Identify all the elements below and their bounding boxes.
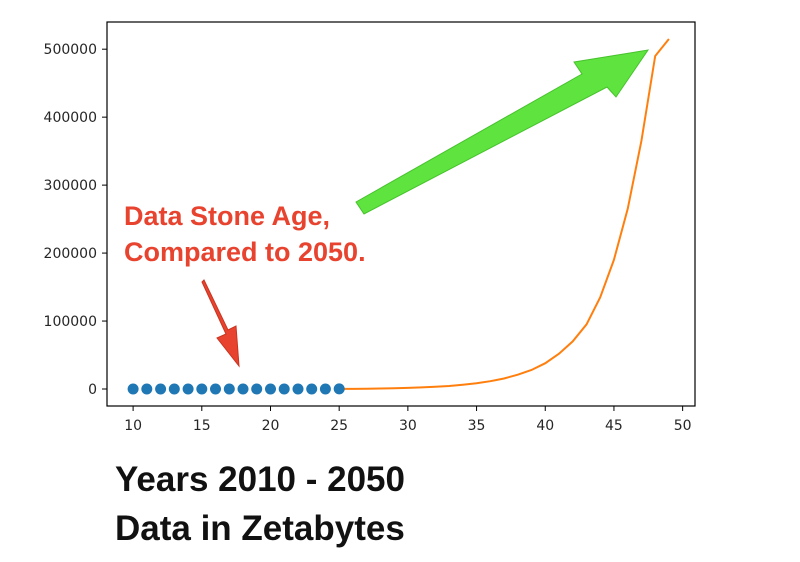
scatter-point — [306, 383, 318, 395]
x-tick-label: 30 — [399, 418, 417, 434]
y-tick-label: 300000 — [44, 178, 97, 194]
scatter-point — [333, 383, 345, 395]
x-tick-label: 15 — [193, 418, 211, 434]
scatter-point — [182, 383, 194, 395]
axes: 10 15 20 25 30 35 40 45 50 0 100000 200000 300000 400… — [44, 21, 696, 434]
scatter-point — [278, 383, 290, 395]
scatter-point — [168, 383, 180, 395]
plot-area — [127, 38, 670, 395]
x-tick-label: 10 — [124, 418, 142, 434]
x-tick-label: 20 — [262, 418, 280, 434]
scatter-point — [223, 383, 235, 395]
x-tick-label: 25 — [330, 418, 348, 434]
x-tick-label: 45 — [605, 418, 623, 434]
caption-units: Data in Zetabytes — [115, 509, 405, 548]
y-tick-label: 500000 — [44, 42, 97, 58]
x-tick-label: 40 — [536, 418, 554, 434]
scatter-point — [127, 383, 139, 395]
y-tick-label: 400000 — [44, 110, 97, 126]
scatter-point — [265, 383, 276, 395]
scatter-point — [292, 383, 304, 395]
x-tick-label: 50 — [674, 418, 692, 434]
annotation-line-2: Compared to 2050. — [124, 237, 366, 267]
scatter-point — [319, 383, 331, 395]
plot-frame — [106, 21, 696, 407]
scatter-point — [251, 383, 263, 395]
y-tick-label: 200000 — [44, 246, 97, 262]
scatter-point — [196, 383, 208, 395]
series-line-1 — [339, 38, 670, 390]
x-tick-label: 35 — [468, 418, 486, 434]
scatter-point — [155, 383, 167, 395]
scatter-point — [210, 383, 221, 395]
y-tick-label: 100000 — [44, 314, 97, 330]
caption-years: Years 2010 - 2050 — [115, 460, 405, 499]
red-arrow — [201, 279, 240, 368]
scatter-point — [141, 383, 153, 395]
green-arrow — [355, 49, 650, 215]
scatter-point — [237, 383, 249, 395]
y-tick-label: 0 — [88, 382, 97, 398]
annotation-line-1: Data Stone Age, — [124, 201, 330, 231]
